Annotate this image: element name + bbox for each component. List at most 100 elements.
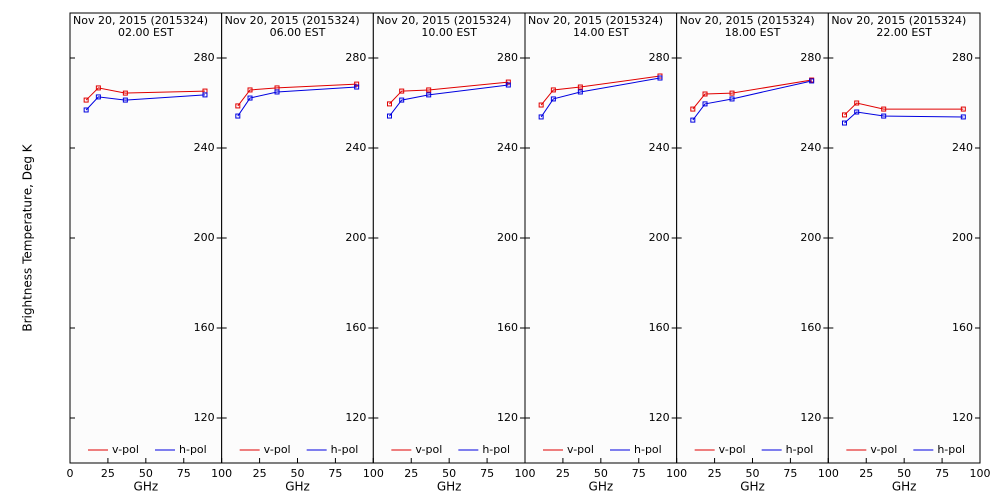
line xyxy=(85,94,206,111)
y-tick-label: 160 xyxy=(345,321,366,334)
x-tick-label: 50 xyxy=(442,467,456,480)
point xyxy=(729,96,735,102)
y-tick-label: 160 xyxy=(649,321,670,334)
point xyxy=(854,100,860,106)
y-tick-label: 200 xyxy=(345,231,366,244)
panel-subtitle: 18.00 EST xyxy=(725,26,781,39)
x-tick-label: 100 xyxy=(818,467,839,480)
y-tick-label: 120 xyxy=(194,411,215,424)
point xyxy=(235,103,241,109)
point xyxy=(122,90,128,96)
point xyxy=(841,112,847,118)
point xyxy=(702,91,708,97)
point xyxy=(505,82,511,88)
point xyxy=(657,75,663,81)
line xyxy=(844,111,964,124)
point xyxy=(247,95,253,101)
point xyxy=(729,90,735,96)
panel-title: Nov 20, 2015 (2015324) xyxy=(680,14,815,27)
x-axis-label: GHz xyxy=(589,480,614,494)
x-tick-label: 75 xyxy=(632,467,646,480)
point xyxy=(550,87,556,93)
panel-subtitle: 02.00 EST xyxy=(118,26,174,39)
y-tick-label: 200 xyxy=(497,231,518,244)
point xyxy=(550,96,556,102)
legend-label: v-pol xyxy=(870,443,897,456)
point xyxy=(505,79,511,85)
point xyxy=(577,89,583,95)
point xyxy=(690,117,696,123)
panel-subtitle: 10.00 EST xyxy=(421,26,477,39)
y-tick-label: 200 xyxy=(952,231,973,244)
x-axis-label: GHz xyxy=(892,480,917,494)
x-tick-label: 50 xyxy=(594,467,608,480)
line xyxy=(85,87,205,101)
point xyxy=(95,85,101,91)
panel-subtitle: 14.00 EST xyxy=(573,26,629,39)
x-tick-label: 75 xyxy=(783,467,797,480)
line xyxy=(692,79,812,110)
x-tick-label: 75 xyxy=(480,467,494,480)
y-tick-label: 120 xyxy=(345,411,366,424)
y-tick-label: 160 xyxy=(497,321,518,334)
point xyxy=(386,101,392,107)
panel-frame xyxy=(69,12,223,464)
x-tick-label: 25 xyxy=(859,467,873,480)
x-axis-label: GHz xyxy=(285,480,310,494)
y-tick-label: 240 xyxy=(800,141,821,154)
x-tick-label: 100 xyxy=(363,467,384,480)
x-tick-label: 50 xyxy=(897,467,911,480)
x-tick-label: 25 xyxy=(708,467,722,480)
y-axis-label: Brightness Temperature, Deg K xyxy=(21,143,35,331)
line xyxy=(844,102,964,116)
x-tick-label: 50 xyxy=(291,467,305,480)
point xyxy=(690,106,696,112)
point xyxy=(538,114,544,120)
y-tick-label: 120 xyxy=(952,411,973,424)
legend-label: v-pol xyxy=(567,443,594,456)
x-tick-label: 75 xyxy=(935,467,949,480)
x-tick-label: 75 xyxy=(177,467,191,480)
panel-title: Nov 20, 2015 (2015324) xyxy=(73,14,208,27)
point xyxy=(577,84,583,90)
y-tick-label: 160 xyxy=(952,321,973,334)
line xyxy=(237,83,357,107)
panel-title: Nov 20, 2015 (2015324) xyxy=(831,14,966,27)
y-tick-label: 280 xyxy=(345,51,366,64)
line xyxy=(389,84,509,117)
x-tick-label: 25 xyxy=(101,467,115,480)
point xyxy=(841,120,847,126)
point xyxy=(386,113,392,119)
y-tick-label: 280 xyxy=(952,51,973,64)
line xyxy=(692,80,812,121)
point xyxy=(960,106,966,112)
point xyxy=(881,106,887,112)
x-tick-label: 100 xyxy=(515,467,536,480)
legend-label: h-pol xyxy=(179,443,207,456)
y-tick-label: 120 xyxy=(649,411,670,424)
x-tick-label: 25 xyxy=(404,467,418,480)
y-tick-label: 280 xyxy=(194,51,215,64)
y-tick-label: 200 xyxy=(649,231,670,244)
panel-title: Nov 20, 2015 (2015324) xyxy=(528,14,663,27)
y-tick-label: 200 xyxy=(194,231,215,244)
y-tick-label: 240 xyxy=(952,141,973,154)
x-tick-label: 50 xyxy=(746,467,760,480)
legend-label: h-pol xyxy=(482,443,510,456)
y-tick-label: 240 xyxy=(345,141,366,154)
panel-title: Nov 20, 2015 (2015324) xyxy=(225,14,360,27)
x-axis-label: GHz xyxy=(134,480,159,494)
point xyxy=(809,78,815,84)
x-tick-label: 75 xyxy=(328,467,342,480)
panel-subtitle: 22.00 EST xyxy=(876,26,932,39)
point xyxy=(960,114,966,120)
point xyxy=(247,87,253,93)
y-tick-label: 280 xyxy=(800,51,821,64)
y-tick-label: 280 xyxy=(497,51,518,64)
legend-label: h-pol xyxy=(331,443,359,456)
point xyxy=(702,101,708,107)
x-tick-label: 50 xyxy=(139,467,153,480)
point xyxy=(83,97,89,103)
point xyxy=(426,87,432,93)
